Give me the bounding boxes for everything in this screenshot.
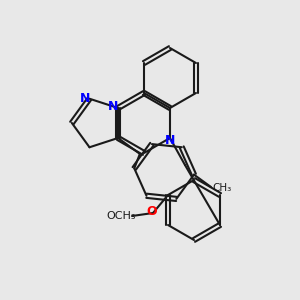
Text: OCH₃: OCH₃ <box>107 211 136 221</box>
Text: N: N <box>108 100 119 113</box>
Text: CH₃: CH₃ <box>212 184 232 194</box>
Text: N: N <box>165 134 175 148</box>
Text: N: N <box>80 92 90 105</box>
Text: O: O <box>146 205 157 218</box>
